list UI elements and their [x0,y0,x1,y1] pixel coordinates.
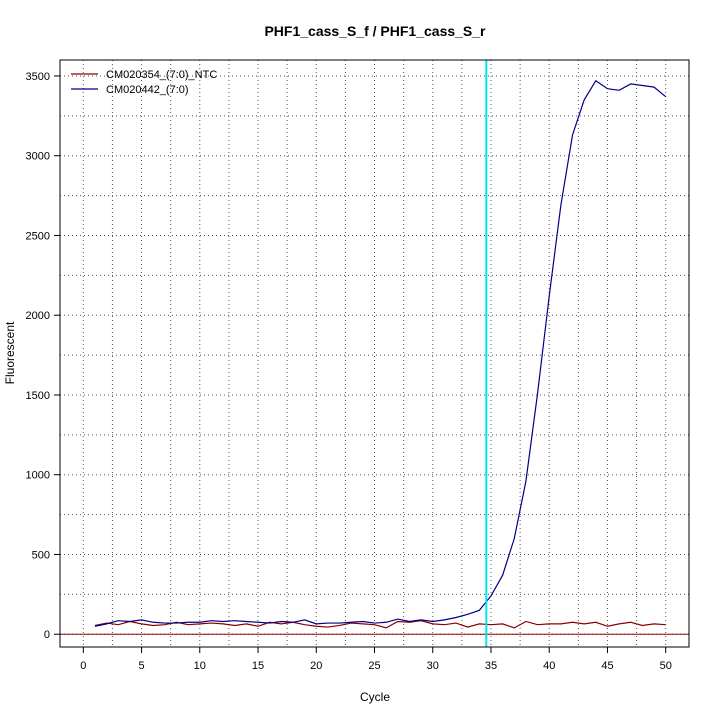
legend-label: CM020442_(7:0) [106,84,189,96]
series-line-sample [94,79,667,627]
plot-frame [59,59,690,648]
y-axis-label: Fluorescent [3,321,17,384]
x-tick-label: 50 [660,660,672,672]
x-axis-label: Cycle [360,690,390,704]
x-tick-label: 30 [427,660,439,672]
series-lines [94,79,667,629]
y-tick-label: 500 [32,549,50,561]
legend-label: CM020354_(7:0)_NTC [106,69,217,81]
x-tick-label: 45 [601,660,613,672]
y-tick-label: 2500 [26,230,50,242]
y-tick-label: 3500 [26,71,50,83]
x-tick-label: 20 [310,660,322,672]
y-tick-label: 3000 [26,151,50,163]
chart-title: PHF1_cass_S_f / PHF1_cass_S_r [264,23,486,39]
x-tick-label: 35 [485,660,497,672]
y-tick-label: 1000 [26,470,50,482]
y-tick-label: 2000 [26,310,50,322]
x-tick-label: 15 [252,660,264,672]
x-tick-label: 0 [80,660,86,672]
x-tick-label: 25 [368,660,380,672]
y-axis-ticks: 0 500 1000 1500 2000 2500 3000 3500 [26,71,60,641]
x-tick-label: 10 [194,660,206,672]
y-tick-label: 1500 [26,390,50,402]
x-tick-label: 40 [543,660,555,672]
x-tick-label: 5 [138,660,144,672]
grid-lines [60,60,689,647]
y-tick-label: 0 [44,629,50,641]
legend: CM020354_(7:0)_NTC CM020442_(7:0) [71,69,217,96]
series-line-ntc [94,620,666,629]
x-axis-ticks: 0 5 10 15 20 25 30 35 40 45 50 [80,647,672,672]
reference-lines [60,60,689,647]
